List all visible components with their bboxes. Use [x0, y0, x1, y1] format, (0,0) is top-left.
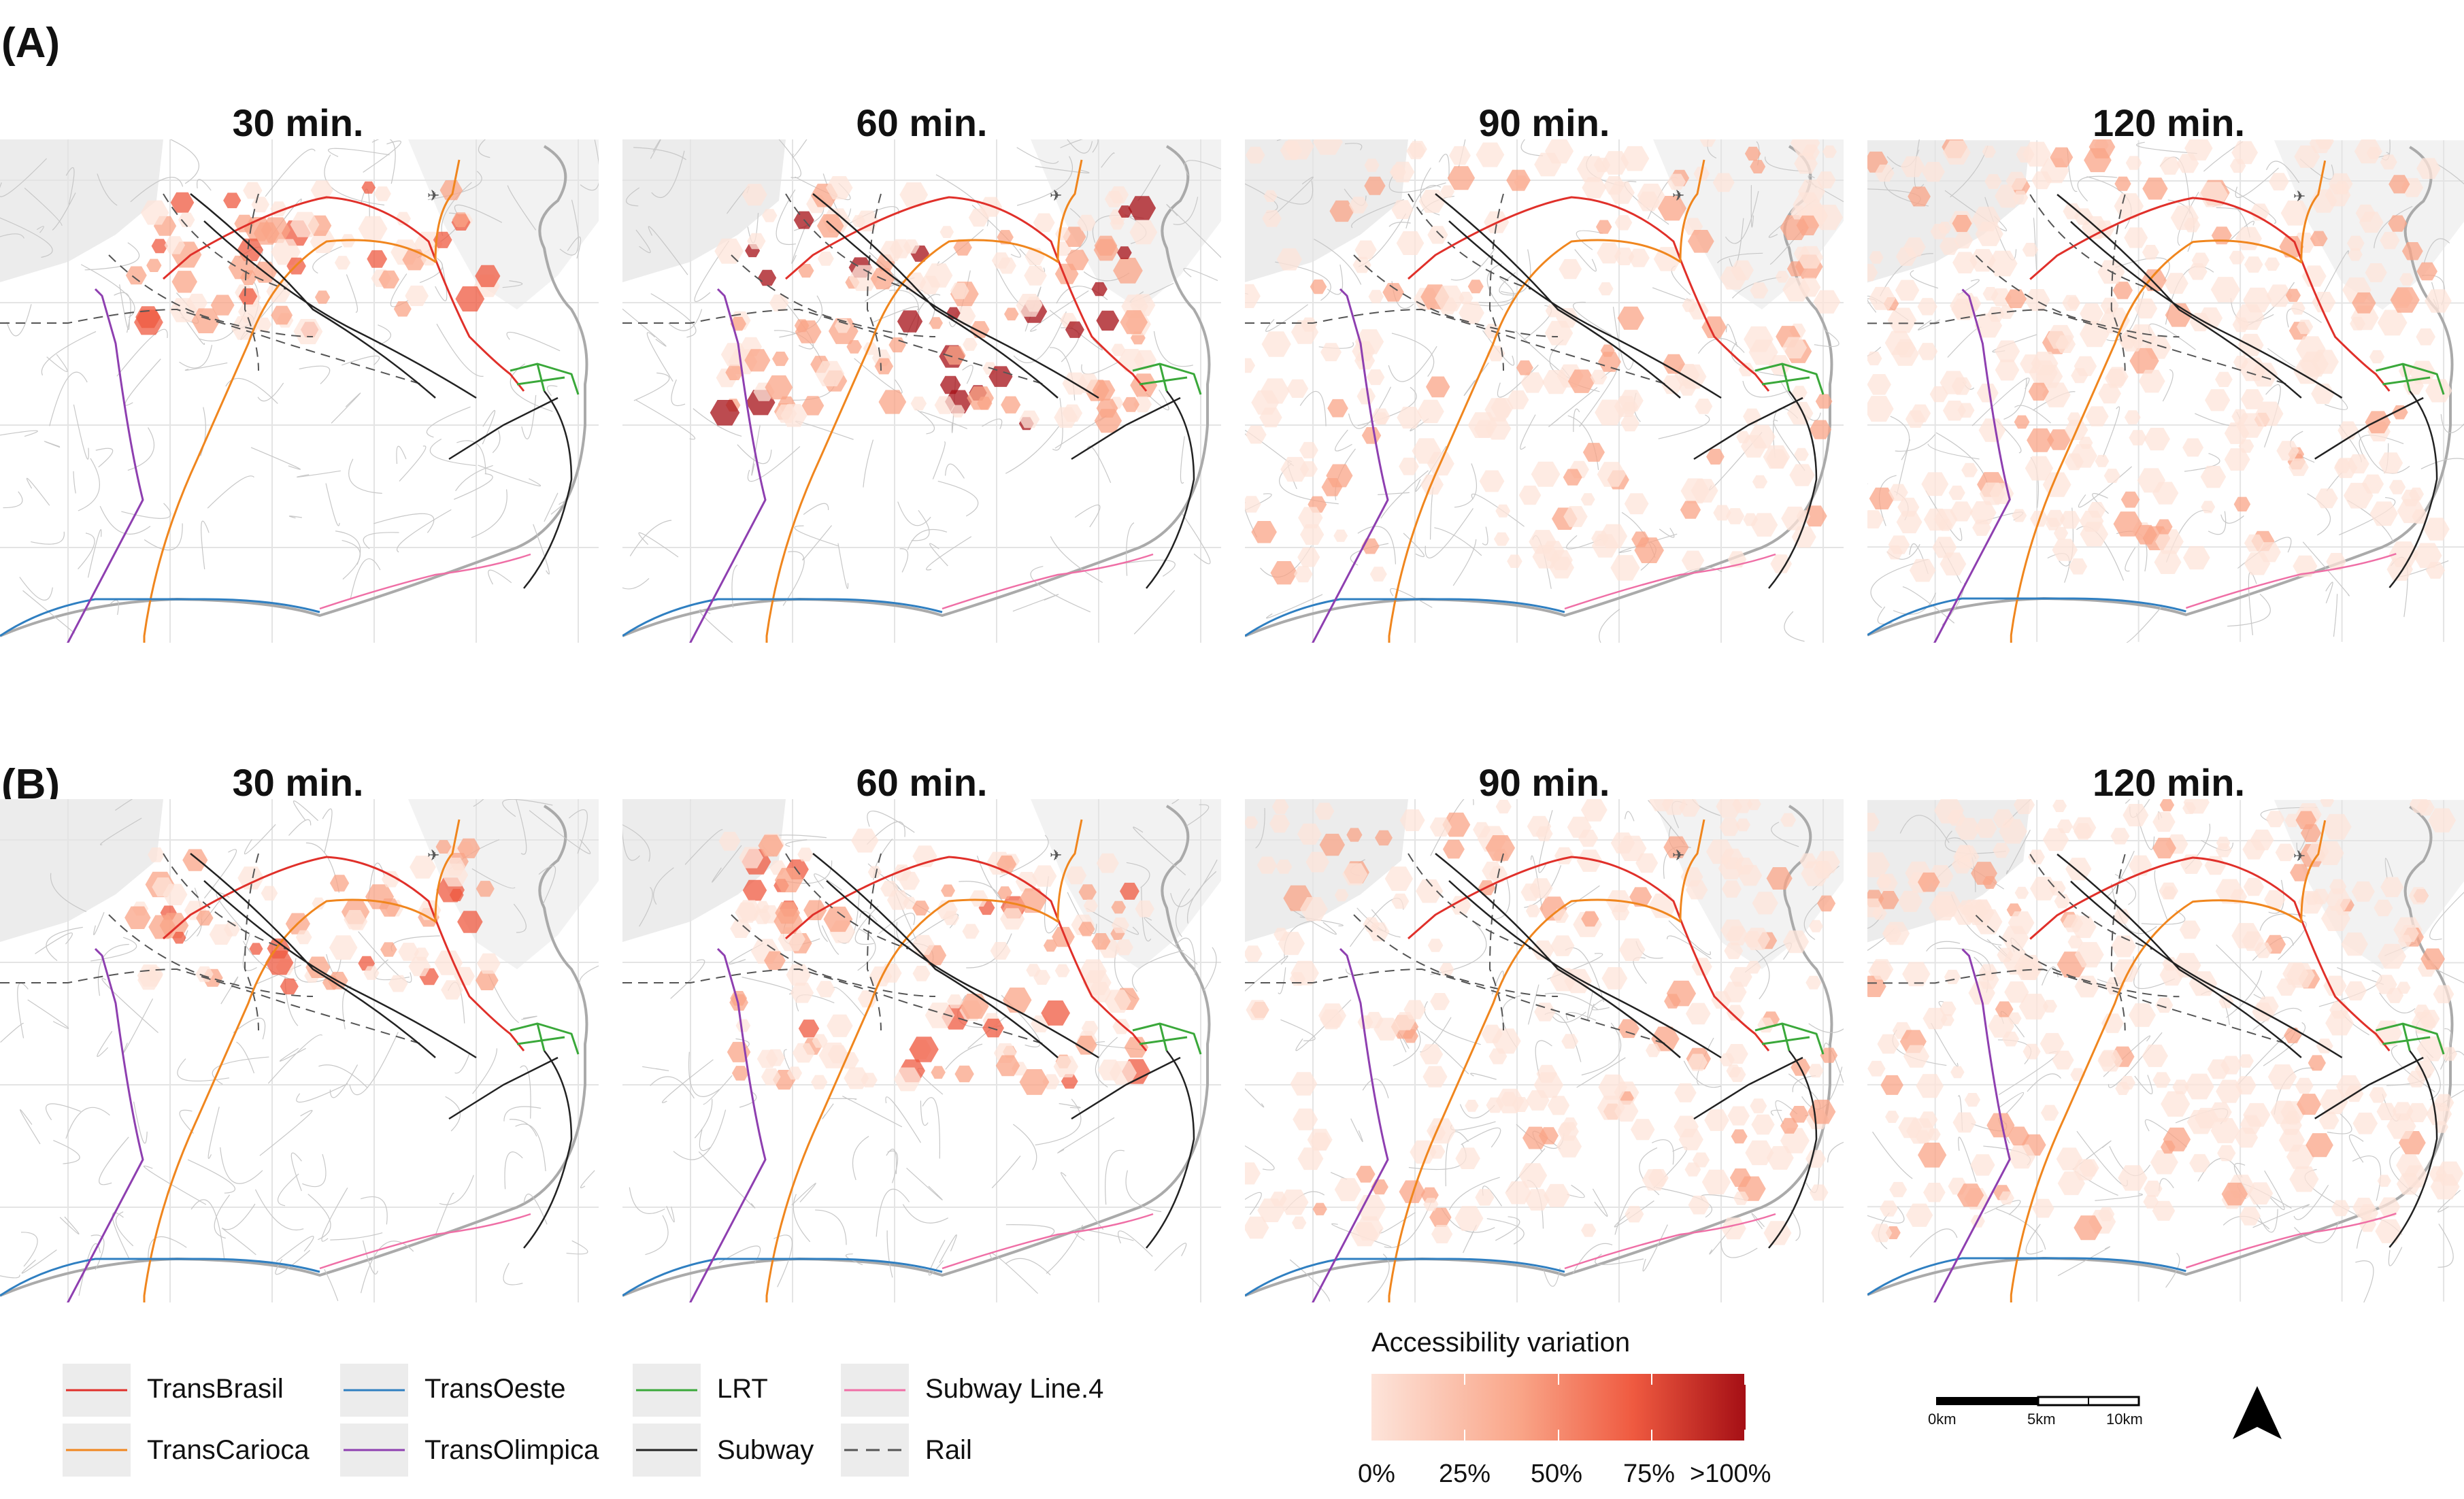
scale-label-10: 10km [2106, 1411, 2143, 1428]
svg-text:✈: ✈ [1672, 847, 1684, 864]
colorbar-tick-75: 75% [1623, 1460, 1676, 1488]
map-panel-a-120: ✈ [1867, 139, 2464, 643]
svg-text:✈: ✈ [2293, 188, 2305, 205]
legend-label-transoeste: TransOeste [424, 1374, 566, 1404]
colorbar [1371, 1374, 1746, 1441]
panel-title-b-30: 30 min. [232, 761, 364, 804]
colorbar-tick-50: 50% [1531, 1460, 1583, 1488]
panel-title-a-90: 90 min. [1478, 101, 1610, 144]
panel-title-b-120: 120 min. [2092, 761, 2246, 804]
map-panel-a-90: ✈ [1245, 139, 1844, 643]
colorbar-title: Accessibility variation [1371, 1328, 1631, 1358]
panel-title-b-60: 60 min. [856, 761, 988, 804]
panel-title-a-120: 120 min. [2092, 101, 2246, 144]
legend-label-subway-line4: Subway Line.4 [925, 1374, 1104, 1404]
svg-text:✈: ✈ [2293, 848, 2305, 865]
colorbar-tick-25: 25% [1439, 1460, 1491, 1488]
colorbar-tick-0: 0% [1358, 1460, 1395, 1488]
legend-label-transolimpica: TransOlimpica [424, 1435, 599, 1465]
map-panel-b-90: ✈ [1245, 799, 1844, 1302]
map-panel-a-60: ✈ [622, 139, 1221, 643]
panel-title-a-30: 30 min. [232, 101, 364, 144]
legend-key-lrt [633, 1364, 701, 1417]
panel-title-a-60: 60 min. [856, 101, 988, 144]
legend-label-transbrasil: TransBrasil [147, 1374, 284, 1404]
legend-key-subway-line4 [841, 1364, 909, 1417]
panel-title-b-90: 90 min. [1478, 761, 1610, 804]
colorbar-gradient [1371, 1374, 1746, 1441]
legend-key-transcarioca [63, 1424, 131, 1477]
legend-label-transcarioca: TransCarioca [147, 1435, 310, 1465]
legend-label-rail: Rail [925, 1435, 972, 1465]
legend-key-rail [841, 1424, 909, 1477]
legend-label-lrt: LRT [717, 1374, 768, 1404]
scale-bar-graphic [1936, 1396, 2140, 1407]
svg-text:✈: ✈ [1050, 188, 1062, 205]
legend-key-transolimpica [340, 1424, 408, 1477]
legend-key-transbrasil [63, 1364, 131, 1417]
north-arrow-icon [2233, 1386, 2282, 1439]
legend-label-subway: Subway [717, 1435, 814, 1465]
legend-key-transoeste [340, 1364, 408, 1417]
row-label-a: (A) [1, 20, 61, 67]
svg-text:✈: ✈ [427, 847, 439, 864]
svg-text:✈: ✈ [1050, 847, 1062, 864]
map-panel-a-30: ✈ [0, 139, 599, 643]
colorbar-tick-100: >100% [1690, 1460, 1771, 1488]
scale-label-5: 5km [2027, 1411, 2056, 1428]
map-panel-b-30: ✈ [0, 799, 599, 1302]
svg-text:✈: ✈ [427, 188, 439, 205]
map-panel-b-120: ✈ [1867, 799, 2464, 1302]
svg-text:✈: ✈ [1672, 188, 1684, 205]
legend-key-subway [633, 1424, 701, 1477]
map-panel-b-60: ✈ [622, 799, 1221, 1302]
scale-label-0: 0km [1928, 1411, 1957, 1428]
